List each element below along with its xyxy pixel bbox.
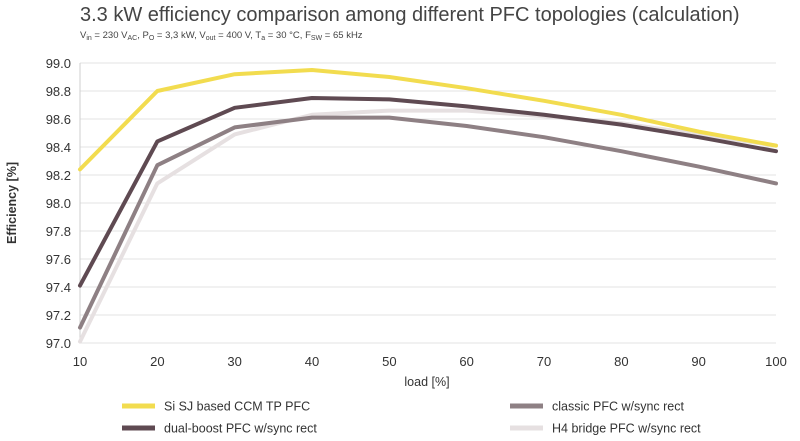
- legend-label: dual-boost PFC w/sync rect: [164, 422, 317, 436]
- y-tick-label: 98.6: [46, 112, 71, 127]
- x-tick-label: 20: [150, 354, 164, 369]
- x-tick-label: 60: [459, 354, 473, 369]
- grid-lines: [80, 62, 776, 344]
- subtitle-po-sub: O: [148, 35, 155, 42]
- y-tick-label: 97.8: [46, 224, 71, 239]
- subtitle-vin-sub: in: [86, 35, 92, 42]
- y-tick-labels: 97.0 97.2 97.4 97.6 97.8 98.0 98.2 98.4 98.6 98.8…: [46, 56, 71, 351]
- y-tick-label: 97.2: [46, 308, 71, 323]
- subtitle-vin-unit-sub: AC: [127, 35, 138, 42]
- x-tick-label: 30: [227, 354, 241, 369]
- subtitle-fsw-value: = 65 kHz: [322, 30, 363, 41]
- y-tick-label: 97.6: [46, 252, 71, 267]
- legend-label: classic PFC w/sync rect: [552, 400, 684, 414]
- y-tick-label: 98.8: [46, 84, 71, 99]
- subtitle-vout-sub: out: [205, 35, 216, 42]
- x-tick-label: 70: [537, 354, 551, 369]
- x-tick-label: 10: [73, 354, 87, 369]
- y-tick-label: 97.4: [46, 280, 71, 295]
- y-tick-label: 98.2: [46, 168, 71, 183]
- subtitle-vin: V: [80, 30, 87, 41]
- chart-subtitle: Vin = 230 VAC, PO = 3,3 kW, Vout = 400 V…: [80, 30, 363, 42]
- y-axis-label: Efficiency [%]: [5, 162, 19, 244]
- subtitle-po: , P: [137, 30, 149, 41]
- y-tick-label: 98.4: [46, 140, 71, 155]
- series-line: [78, 68, 778, 172]
- x-tick-labels: 10 20 30 40 50 60 70 80 90 100: [73, 354, 787, 369]
- y-tick-label: 97.0: [46, 336, 71, 351]
- subtitle-fsw-sub: SW: [310, 35, 323, 42]
- x-tick-label: 100: [765, 354, 787, 369]
- subtitle-vin-value: = 230 V: [91, 30, 128, 41]
- series-line: [78, 96, 778, 288]
- chart-title: 3.3 kW efficiency comparison among diffe…: [80, 4, 740, 26]
- y-tick-label: 99.0: [46, 56, 71, 71]
- x-tick-label: 50: [382, 354, 396, 369]
- y-tick-label: 98.0: [46, 196, 71, 211]
- x-tick-label: 40: [305, 354, 319, 369]
- legend-label: H4 bridge PFC w/sync rect: [552, 422, 701, 436]
- series-line: [78, 115, 778, 330]
- subtitle-po-value: = 3,3 kW, V: [154, 30, 206, 41]
- x-axis-label: load [%]: [404, 375, 449, 389]
- subtitle-ta-sub: a: [261, 35, 266, 42]
- series-lines: [78, 68, 778, 344]
- x-tick-label: 80: [614, 354, 628, 369]
- series-line: [78, 108, 778, 344]
- x-tick-label: 90: [691, 354, 705, 369]
- subtitle-ta-value: = 30 °C, F: [265, 30, 311, 41]
- legend-label: Si SJ based CCM TP PFC: [164, 400, 310, 414]
- legend: Si SJ based CCM TP PFC classic PFC w/sync…: [122, 400, 701, 436]
- subtitle-vout-value: = 400 V, T: [215, 30, 262, 41]
